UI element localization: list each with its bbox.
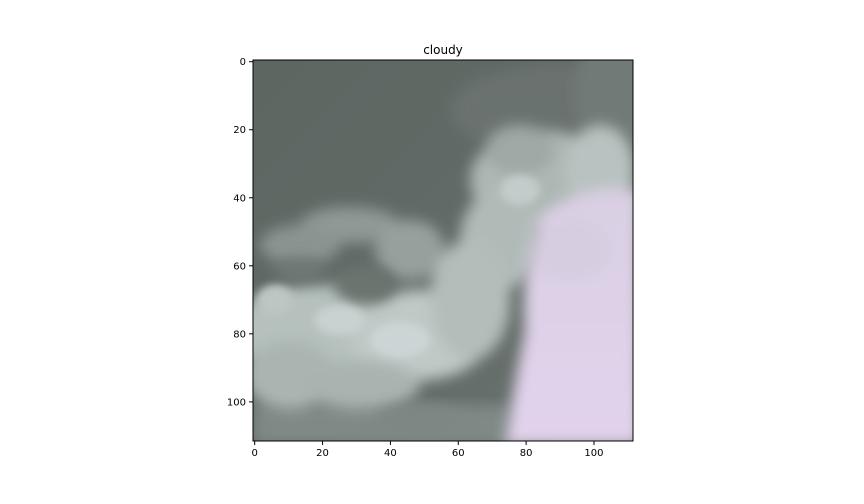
y-tick-label: 100	[227, 397, 246, 408]
x-tick-label: 80	[520, 448, 533, 459]
y-tick-label: 60	[233, 261, 246, 272]
plot-frame	[252, 59, 634, 442]
x-tick-label: 20	[316, 448, 329, 459]
y-tick-label: 20	[233, 125, 246, 136]
x-tick-label: 0	[252, 448, 258, 459]
y-tick-label: 40	[233, 193, 246, 204]
chart-title: cloudy	[423, 43, 463, 57]
x-tick-label: 40	[384, 448, 397, 459]
x-tick-label: 100	[584, 448, 603, 459]
y-axis: 0 20 40 60 80 100	[227, 57, 253, 408]
x-tick-label: 60	[452, 448, 465, 459]
x-axis: 0 20 40 60 80 100	[252, 441, 604, 459]
cloud-image	[253, 60, 633, 441]
y-tick-label: 0	[240, 57, 246, 68]
y-tick-label: 80	[233, 329, 246, 340]
